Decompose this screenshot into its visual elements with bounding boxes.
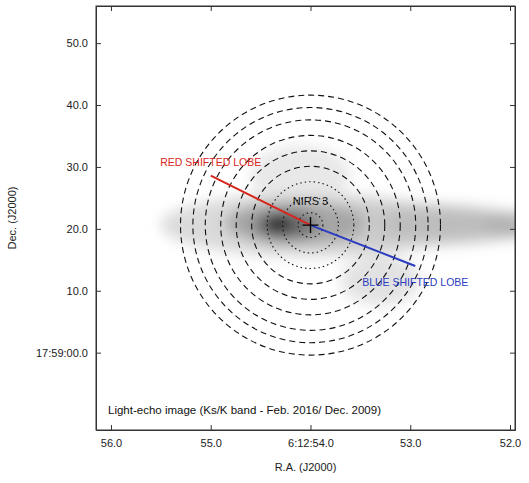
tick-mark <box>410 6 411 11</box>
axis-line <box>97 6 516 7</box>
tick: 17:59:00.0 <box>36 347 101 359</box>
tick <box>510 105 515 106</box>
tick-mark <box>510 353 515 354</box>
axis-line <box>515 7 516 431</box>
tick-mark <box>510 291 515 292</box>
lobe-label: RED SHIFTED LOBE <box>160 156 261 168</box>
emission-blob <box>265 215 291 233</box>
tick-mark <box>410 425 411 430</box>
axis <box>510 7 516 431</box>
echo-ring <box>252 166 370 284</box>
tick <box>211 6 212 11</box>
tick-label: 55.0 <box>201 437 222 449</box>
tick-mark <box>510 6 511 11</box>
plot-background <box>96 6 515 430</box>
echo-ring <box>193 108 428 343</box>
source-marker <box>302 217 318 233</box>
tick: 30.0 <box>67 161 101 173</box>
tick <box>510 291 515 292</box>
tick-label: 20.0 <box>67 223 88 235</box>
tick-mark <box>111 425 112 430</box>
tick-label: 52.0 <box>500 437 521 449</box>
tick-mark <box>510 425 511 430</box>
tick-mark <box>96 167 101 168</box>
tick-label: 10.0 <box>67 285 88 297</box>
tick-label: 56.0 <box>101 437 122 449</box>
tick-mark <box>96 43 101 44</box>
tick-label: 30.0 <box>67 161 88 173</box>
tick <box>410 6 411 11</box>
tick: 55.0 <box>201 425 222 449</box>
tick-mark <box>310 425 311 430</box>
tick-mark <box>510 229 515 230</box>
tick: 56.0 <box>101 425 122 449</box>
axis-line <box>97 430 516 431</box>
tick: 6:12:54.0 <box>288 425 334 449</box>
plot-frame <box>96 6 515 430</box>
echo-ring <box>181 95 441 355</box>
axis-line <box>96 7 97 431</box>
tick-label: 6:12:54.0 <box>288 437 334 449</box>
tick-mark <box>96 105 101 106</box>
tick-mark <box>510 105 515 106</box>
source-label: NIRS 3 <box>293 195 328 207</box>
tick <box>510 43 515 44</box>
emission <box>160 145 515 305</box>
axis <box>97 6 516 11</box>
tick-mark <box>96 353 101 354</box>
tick: 53.0 <box>400 425 421 449</box>
tick-mark <box>510 43 515 44</box>
emission-blob <box>253 211 317 239</box>
tick-label: 53.0 <box>400 437 421 449</box>
tick-mark <box>510 167 515 168</box>
tick: 52.0 <box>500 425 521 449</box>
tick-label: 40.0 <box>67 99 88 111</box>
lobe-label: BLUE SHIFTED LOBE <box>362 276 468 288</box>
echo-ring <box>205 120 415 330</box>
tick-label: 17:59:00.0 <box>36 347 88 359</box>
axis: 56.0 55.0 6:12:54.0 53.0 52.0 <box>97 425 522 449</box>
lobe-line <box>310 225 415 266</box>
echo-ring <box>267 182 354 269</box>
tick <box>510 6 511 11</box>
tick-mark <box>211 425 212 430</box>
tick: 20.0 <box>67 223 101 235</box>
echo-ring <box>298 213 323 238</box>
tick <box>510 167 515 168</box>
tick-mark <box>96 291 101 292</box>
tick-mark <box>111 6 112 11</box>
tick-mark <box>211 6 212 11</box>
tick: 50.0 <box>67 37 101 49</box>
tick <box>510 353 515 354</box>
caption: Light-echo image (Ks/K band - Feb. 2016/… <box>108 404 381 416</box>
tick <box>510 229 515 230</box>
axis-title: Dec. (J2000) <box>6 187 18 250</box>
tick-mark <box>96 229 101 230</box>
tick-label: 50.0 <box>67 37 88 49</box>
axis-title: R.A. (J2000) <box>275 461 337 473</box>
chart: 56.0 55.0 6:12:54.0 53.0 52.0 50.0 40.0 30.0 20.… <box>0 0 529 483</box>
emission-blob <box>480 213 515 237</box>
axis: 50.0 40.0 30.0 20.0 10.0 17:59:00.0 <box>36 7 101 431</box>
tick <box>310 6 311 11</box>
tick-mark <box>310 6 311 11</box>
tick: 10.0 <box>67 285 101 297</box>
tick <box>111 6 112 11</box>
plot-area <box>160 95 515 355</box>
tick: 40.0 <box>67 99 101 111</box>
